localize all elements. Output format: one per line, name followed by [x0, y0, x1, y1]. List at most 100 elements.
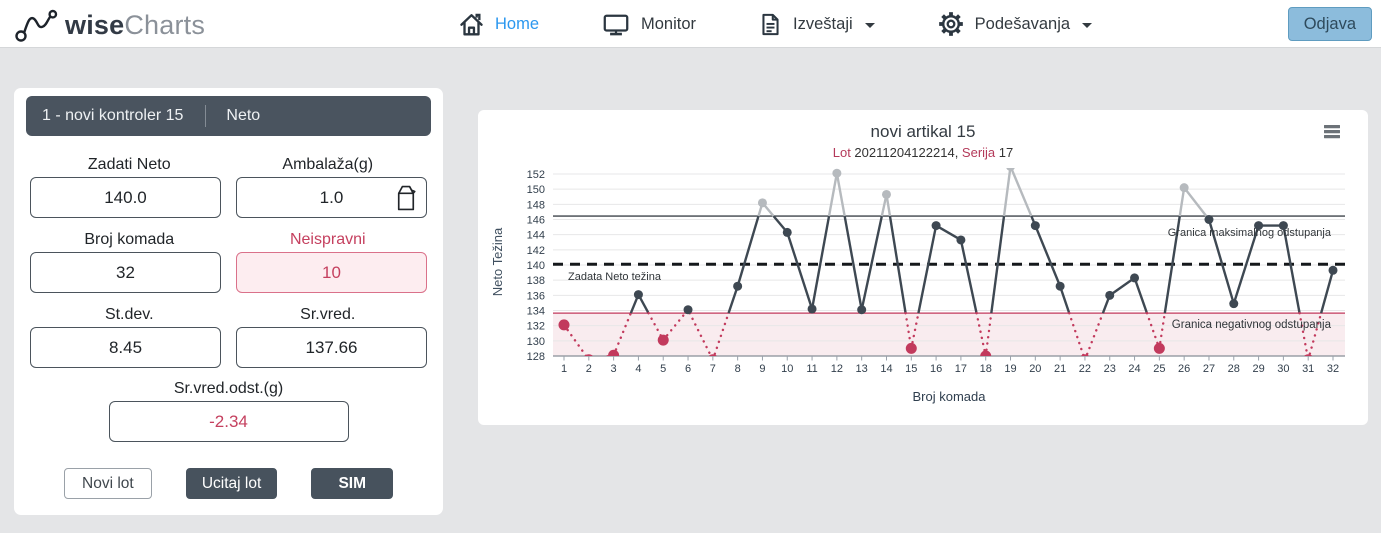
novi-lot-button[interactable]: Novi lot: [64, 468, 152, 499]
svg-text:18: 18: [980, 363, 992, 375]
svg-text:17: 17: [955, 363, 967, 375]
svg-text:130: 130: [527, 336, 545, 348]
svg-text:14: 14: [880, 363, 892, 375]
logo-wise: wise: [65, 10, 125, 40]
header-divider: [205, 105, 207, 127]
svg-text:28: 28: [1228, 363, 1240, 375]
neispravni-label: Neispravni: [289, 231, 366, 248]
nav-item-podesavanja[interactable]: Podešavanja: [937, 10, 1093, 38]
svg-text:19: 19: [1004, 363, 1016, 375]
svg-text:144: 144: [527, 230, 545, 242]
svg-text:20: 20: [1029, 363, 1041, 375]
svg-text:12: 12: [831, 363, 843, 375]
line-chart-logo-icon: [15, 9, 58, 42]
svg-text:11: 11: [806, 363, 817, 375]
ucitaj-lot-button[interactable]: Ucitaj lot: [185, 468, 278, 499]
zadati-neto-input[interactable]: [30, 177, 221, 218]
svg-text:134: 134: [527, 306, 545, 318]
sr-vred-label: Sr.vred.: [300, 306, 356, 323]
svg-text:5: 5: [660, 363, 666, 375]
series-markers: [558, 168, 1338, 356]
svg-text:26: 26: [1178, 363, 1190, 375]
monitor-icon: [603, 14, 629, 36]
control-chart-svg: Zadata Neto težina Granica maksimalnog od…: [490, 122, 1345, 404]
st-dev-input[interactable]: [30, 327, 221, 368]
broj-komada-label: Broj komada: [84, 231, 175, 248]
svg-text:29: 29: [1252, 363, 1264, 375]
svg-text:136: 136: [527, 290, 545, 302]
neispravni-input[interactable]: [236, 252, 427, 293]
x-axis-ticks: [563, 356, 1334, 361]
nav-item-label: Monitor: [641, 14, 697, 33]
svg-text:24: 24: [1128, 363, 1140, 375]
svg-text:140: 140: [527, 260, 545, 272]
svg-text:30: 30: [1277, 363, 1289, 375]
sr-vred-input[interactable]: [236, 327, 427, 368]
svg-text:8: 8: [735, 363, 741, 375]
nav-item-monitor[interactable]: Monitor: [601, 11, 696, 37]
chart-card: Zadata Neto težina Granica maksimalnog od…: [478, 110, 1368, 425]
ambalaza-label: Ambalaža(g): [282, 156, 374, 173]
svg-text:9: 9: [759, 363, 765, 375]
broj-komada-input[interactable]: [30, 252, 221, 293]
svg-text:7: 7: [710, 363, 716, 375]
chevron-down-icon: [1082, 22, 1093, 28]
svg-text:21: 21: [1054, 363, 1066, 375]
svg-text:132: 132: [527, 321, 545, 333]
nav-item-label: Izveštaji: [793, 14, 853, 33]
chart-title: novi artikal 15: [871, 122, 976, 141]
nav-item-izvestaji[interactable]: Izveštaji: [758, 11, 875, 38]
svg-text:23: 23: [1104, 363, 1116, 375]
svg-text:16: 16: [930, 363, 942, 375]
upper-limit-label: Granica maksimalnog odstupanja: [1168, 227, 1332, 239]
svg-text:152: 152: [527, 169, 545, 181]
svg-text:142: 142: [527, 245, 545, 257]
svg-text:15: 15: [905, 363, 917, 375]
x-axis-title: Broj komada: [913, 389, 987, 404]
chevron-down-icon: [864, 22, 875, 28]
fields-area: Zadati Neto Ambalaža(g) Broj komada Neis…: [14, 156, 443, 499]
svg-text:1: 1: [561, 363, 567, 375]
report-document-icon: [762, 13, 779, 35]
svg-text:10: 10: [781, 363, 793, 375]
nav-menu: Home Monitor Izveštaji: [458, 0, 1093, 48]
sim-button[interactable]: SIM: [311, 468, 393, 499]
svg-text:25: 25: [1153, 363, 1165, 375]
st-dev-label: St.dev.: [104, 306, 154, 323]
logout-button[interactable]: Odjava: [1287, 7, 1372, 41]
svg-text:27: 27: [1203, 363, 1215, 375]
svg-text:13: 13: [856, 363, 868, 375]
y-axis-title: Neto Težina: [490, 227, 505, 296]
svg-text:31: 31: [1302, 363, 1314, 375]
controller-header: 1 - novi kontroler 15 Neto: [26, 96, 431, 136]
x-tick-labels: 1 2 3 4 5 6 7 8 9 10 11 12 13 14 15 16 17 18 19 20 21 22 23 24 2…: [561, 363, 1339, 375]
svg-text:148: 148: [527, 199, 545, 211]
panel-buttons: Novi lot Ucitaj lot SIM: [30, 468, 427, 499]
nav-item-home[interactable]: Home: [458, 11, 539, 38]
chart-menu-button[interactable]: [1324, 125, 1340, 139]
target-line-label: Zadata Neto težina: [568, 271, 662, 283]
svg-text:22: 22: [1079, 363, 1091, 375]
lower-limit-label: Granica negativnog odstupanja: [1172, 319, 1332, 331]
gear-icon: [938, 12, 963, 36]
navbar: wiseCharts Home Monitor: [0, 0, 1381, 48]
home-icon: [460, 13, 483, 35]
svg-text:3: 3: [611, 363, 617, 375]
sr-vred-odst-label: Sr.vred.odst.(g): [173, 380, 284, 397]
y-tick-labels: 128 130 132 134 136 138 140 142 144 146 148 150 152: [527, 169, 545, 363]
logo-text: wiseCharts: [65, 6, 205, 44]
controller-mode: Neto: [226, 107, 261, 124]
svg-text:138: 138: [527, 275, 545, 287]
controller-panel: 1 - novi kontroler 15 Neto Zadati Neto A…: [14, 88, 443, 515]
zadati-neto-label: Zadati Neto: [87, 156, 171, 173]
svg-text:4: 4: [635, 363, 641, 375]
ambalaza-input[interactable]: [236, 177, 427, 218]
svg-text:146: 146: [527, 215, 545, 227]
negative-zone-band: [553, 313, 1345, 356]
svg-text:2: 2: [586, 363, 592, 375]
svg-text:32: 32: [1327, 363, 1339, 375]
logo-charts: Charts: [124, 10, 206, 40]
svg-text:150: 150: [527, 184, 545, 196]
sr-vred-odst-input[interactable]: [108, 401, 349, 442]
nav-item-label: Podešavanja: [974, 14, 1071, 33]
